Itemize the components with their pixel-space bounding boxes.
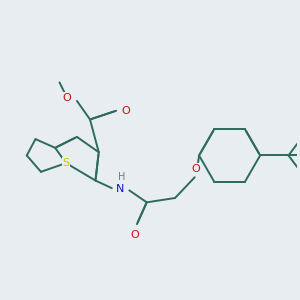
- Text: N: N: [116, 184, 125, 194]
- Text: O: O: [122, 106, 130, 116]
- Text: O: O: [63, 93, 71, 103]
- Text: S: S: [62, 158, 70, 168]
- Text: O: O: [130, 230, 139, 240]
- Text: O: O: [191, 164, 200, 173]
- Text: H: H: [118, 172, 125, 182]
